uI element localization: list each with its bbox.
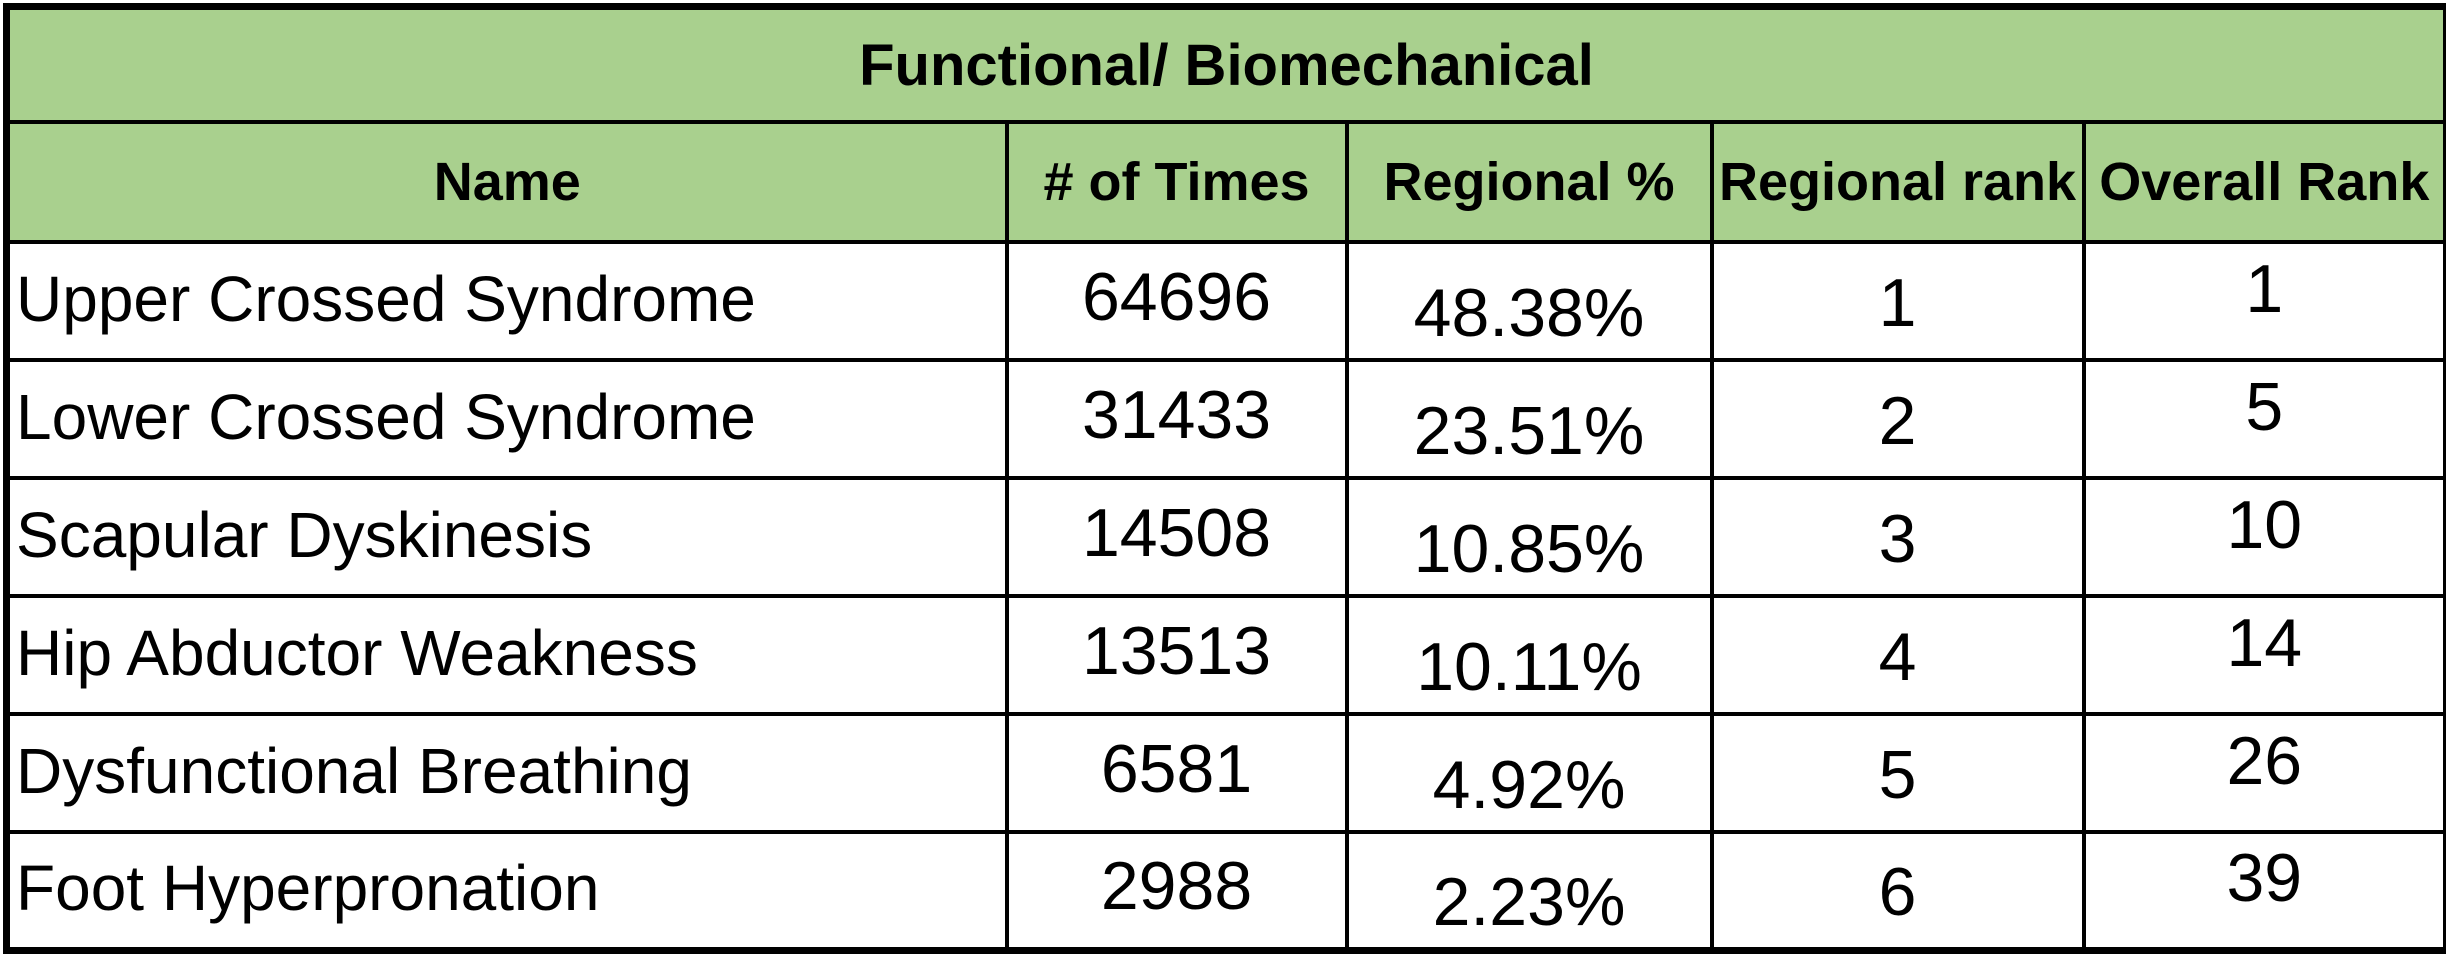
cell-times: 64696	[1007, 242, 1347, 360]
cell-times: 31433	[1007, 360, 1347, 478]
cell-regional-rank-text: 3	[1879, 501, 1917, 577]
column-header-name: Name	[7, 122, 1007, 242]
cell-regional-pct-text: 48.38%	[1414, 275, 1645, 351]
cell-overall-rank: 1	[2084, 242, 2446, 360]
cell-regional-rank: 1	[1712, 242, 2084, 360]
cell-name-text: Hip Abductor Weakness	[16, 617, 698, 689]
cell-times-text: 14508	[1082, 495, 1271, 571]
cell-overall-rank: 14	[2084, 596, 2446, 714]
cell-overall-rank-text: 10	[2226, 487, 2302, 563]
cell-overall-rank: 26	[2084, 714, 2446, 832]
cell-regional-pct-text: 10.85%	[1414, 511, 1645, 587]
cell-times: 14508	[1007, 478, 1347, 596]
table-row: Hip Abductor Weakness 13513 10.11% 4 14	[7, 596, 2446, 714]
cell-regional-pct: 23.51%	[1347, 360, 1712, 478]
cell-times-text: 6581	[1101, 731, 1252, 807]
cell-regional-pct-text: 10.11%	[1416, 629, 1642, 705]
cell-name-text: Lower Crossed Syndrome	[16, 381, 756, 453]
cell-regional-pct-text: 23.51%	[1414, 393, 1645, 469]
cell-overall-rank: 10	[2084, 478, 2446, 596]
cell-regional-rank-text: 5	[1879, 737, 1917, 813]
cell-name-text: Dysfunctional Breathing	[16, 735, 692, 807]
cell-name: Dysfunctional Breathing	[7, 714, 1007, 832]
column-header-overall-rank: Overall Rank	[2084, 122, 2446, 242]
cell-times: 13513	[1007, 596, 1347, 714]
table-row: Scapular Dyskinesis 14508 10.85% 3 10	[7, 478, 2446, 596]
cell-name-text: Foot Hyperpronation	[16, 852, 599, 924]
data-table: Functional/ Biomechanical Name # of Time…	[3, 3, 2446, 954]
cell-overall-rank-text: 26	[2226, 723, 2302, 799]
column-header-regional-pct: Regional %	[1347, 122, 1712, 242]
cell-name-text: Scapular Dyskinesis	[16, 499, 592, 571]
cell-overall-rank: 39	[2084, 832, 2446, 950]
cell-regional-rank-text: 6	[1879, 854, 1917, 930]
cell-regional-rank-text: 2	[1879, 383, 1917, 459]
cell-regional-pct: 10.11%	[1347, 596, 1712, 714]
cell-overall-rank: 5	[2084, 360, 2446, 478]
cell-times-text: 31433	[1082, 377, 1271, 453]
cell-regional-rank: 6	[1712, 832, 2084, 950]
cell-regional-rank: 5	[1712, 714, 2084, 832]
cell-name: Scapular Dyskinesis	[7, 478, 1007, 596]
cell-regional-rank: 3	[1712, 478, 2084, 596]
cell-name: Hip Abductor Weakness	[7, 596, 1007, 714]
cell-regional-rank: 2	[1712, 360, 2084, 478]
cell-regional-rank: 4	[1712, 596, 2084, 714]
cell-times-text: 13513	[1082, 613, 1271, 689]
cell-regional-pct: 4.92%	[1347, 714, 1712, 832]
table-row: Foot Hyperpronation 2988 2.23% 6 39	[7, 832, 2446, 950]
functional-biomechanical-table: Functional/ Biomechanical Name # of Time…	[3, 3, 2443, 949]
cell-regional-rank-text: 1	[1879, 265, 1917, 341]
cell-name-text: Upper Crossed Syndrome	[16, 263, 756, 335]
column-header-times: # of Times	[1007, 122, 1347, 242]
table-title: Functional/ Biomechanical	[7, 7, 2446, 123]
cell-times-text: 2988	[1101, 848, 1252, 924]
cell-regional-pct: 10.85%	[1347, 478, 1712, 596]
table-row: Upper Crossed Syndrome 64696 48.38% 1 1	[7, 242, 2446, 360]
cell-times: 6581	[1007, 714, 1347, 832]
cell-name: Upper Crossed Syndrome	[7, 242, 1007, 360]
cell-regional-rank-text: 4	[1879, 619, 1917, 695]
cell-regional-pct-text: 4.92%	[1433, 747, 1626, 823]
cell-overall-rank-text: 5	[2245, 369, 2283, 445]
cell-overall-rank-text: 1	[2245, 251, 2283, 327]
title-row: Functional/ Biomechanical	[7, 7, 2446, 123]
table-row: Lower Crossed Syndrome 31433 23.51% 2 5	[7, 360, 2446, 478]
cell-name: Lower Crossed Syndrome	[7, 360, 1007, 478]
cell-overall-rank-text: 14	[2226, 605, 2302, 681]
cell-overall-rank-text: 39	[2226, 840, 2302, 916]
header-row: Name # of Times Regional % Regional rank…	[7, 122, 2446, 242]
cell-regional-pct: 2.23%	[1347, 832, 1712, 950]
cell-regional-pct-text: 2.23%	[1433, 864, 1626, 940]
column-header-regional-rank: Regional rank	[1712, 122, 2084, 242]
cell-times-text: 64696	[1082, 259, 1271, 335]
table-row: Dysfunctional Breathing 6581 4.92% 5 26	[7, 714, 2446, 832]
cell-name: Foot Hyperpronation	[7, 832, 1007, 950]
cell-regional-pct: 48.38%	[1347, 242, 1712, 360]
cell-times: 2988	[1007, 832, 1347, 950]
